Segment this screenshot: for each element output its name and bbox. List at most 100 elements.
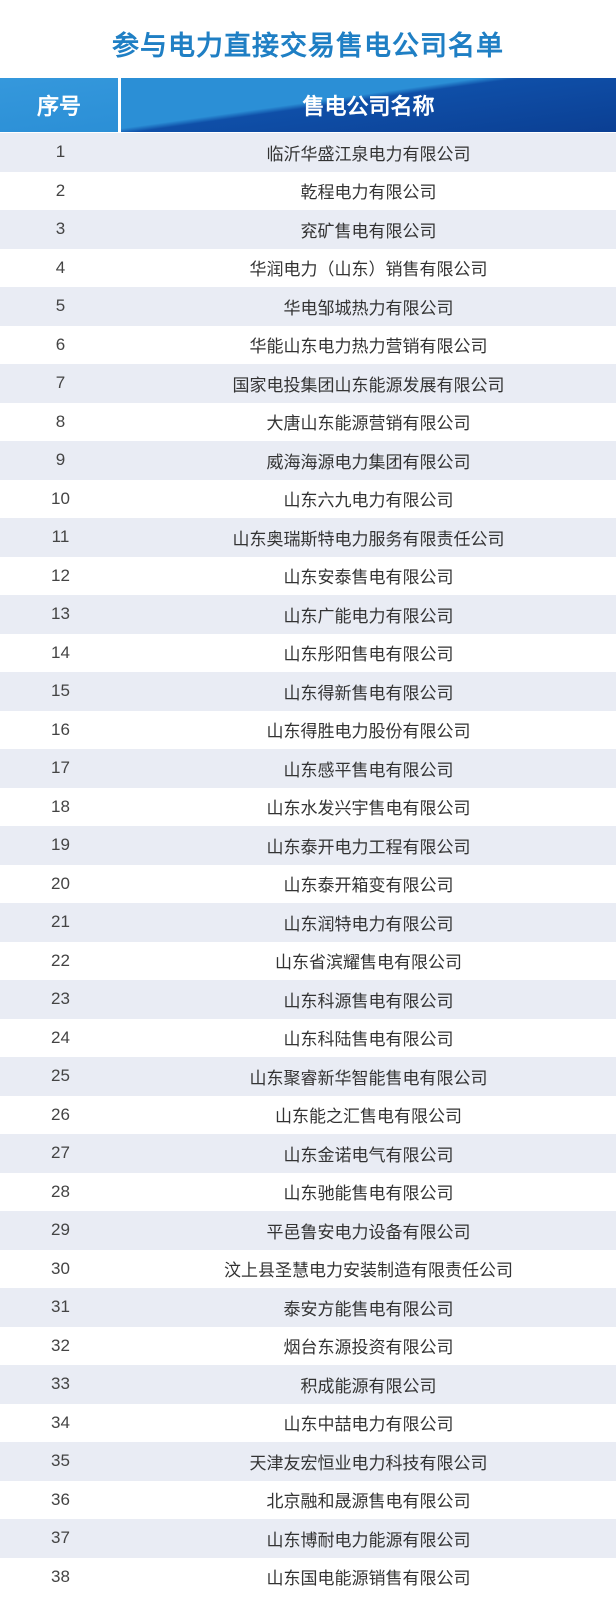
company-name: 汶上县圣慧电力安装制造有限责任公司 xyxy=(224,1261,513,1282)
row-index: 25 xyxy=(51,1066,70,1086)
row-index: 8 xyxy=(55,411,66,431)
row-index: 29 xyxy=(51,1220,70,1240)
row-index: 34 xyxy=(51,1412,70,1432)
company-name: 山东得胜电力股份有限公司 xyxy=(266,722,471,743)
company-name: 山东科源售电有限公司 xyxy=(283,991,454,1012)
company-name: 北京融和晟源售电有限公司 xyxy=(266,1492,471,1513)
table-row: 14 山东彤阳售电有限公司 xyxy=(0,634,616,673)
company-name: 山东省滨耀售电有限公司 xyxy=(275,953,462,974)
table-row: 31 泰安方能售电有限公司 xyxy=(0,1288,616,1327)
table-row: 6 华能山东电力热力营销有限公司 xyxy=(0,326,616,365)
row-index: 35 xyxy=(51,1451,70,1471)
table-body: 1 临沂华盛江泉电力有限公司 2 乾程电力有限公司 3 兖矿售电有限公司 4 华润电力（山东）… xyxy=(0,133,616,1596)
row-index: 30 xyxy=(51,1258,70,1278)
table-row: 38 山东国电能源销售有限公司 xyxy=(0,1558,616,1597)
company-name: 山东润特电力有限公司 xyxy=(283,914,454,935)
table-row: 10 山东六九电力有限公司 xyxy=(0,480,616,519)
company-name: 华电邹城热力有限公司 xyxy=(283,298,454,319)
company-name: 山东中喆电力有限公司 xyxy=(283,1415,454,1436)
table-row: 11 山东奥瑞斯特电力服务有限责任公司 xyxy=(0,518,616,557)
company-name: 山东博耐电力能源有限公司 xyxy=(266,1530,471,1551)
table-row: 22 山东省滨耀售电有限公司 xyxy=(0,942,616,981)
table-row: 37 山东博耐电力能源有限公司 xyxy=(0,1519,616,1558)
header-company-name: 售电公司名称 xyxy=(302,95,435,120)
table-row: 33 积成能源有限公司 xyxy=(0,1365,616,1404)
company-name: 山东金诺电气有限公司 xyxy=(283,1145,454,1166)
company-name: 平邑鲁安电力设备有限公司 xyxy=(266,1222,471,1243)
company-name: 华能山东电力热力营销有限公司 xyxy=(249,337,488,358)
company-name: 烟台东源投资有限公司 xyxy=(283,1338,454,1359)
company-name: 山东感平售电有限公司 xyxy=(283,760,454,781)
table-row: 4 华润电力（山东）销售有限公司 xyxy=(0,249,616,288)
table-row: 20 山东泰开箱变有限公司 xyxy=(0,865,616,904)
row-index: 37 xyxy=(51,1528,70,1548)
company-name: 乾程电力有限公司 xyxy=(300,183,437,204)
company-name: 山东泰开箱变有限公司 xyxy=(283,876,454,897)
table-row: 28 山东驰能售电有限公司 xyxy=(0,1173,616,1212)
company-name: 大唐山东能源营销有限公司 xyxy=(266,414,471,435)
row-index: 7 xyxy=(55,373,66,393)
table-row: 35 天津友宏恒业电力科技有限公司 xyxy=(0,1442,616,1481)
table-row: 9 威海海源电力集团有限公司 xyxy=(0,441,616,480)
row-index: 19 xyxy=(51,835,70,855)
row-index: 26 xyxy=(51,1104,70,1124)
page-title: 参与电力直接交易售电公司名单 xyxy=(112,31,504,62)
row-index: 27 xyxy=(51,1143,70,1163)
row-index: 10 xyxy=(51,488,70,508)
row-index: 4 xyxy=(55,257,66,277)
table-row: 3 兖矿售电有限公司 xyxy=(0,210,616,249)
row-index: 14 xyxy=(51,642,70,662)
table-row: 34 山东中喆电力有限公司 xyxy=(0,1404,616,1443)
table-row: 23 山东科源售电有限公司 xyxy=(0,980,616,1019)
company-name: 天津友宏恒业电力科技有限公司 xyxy=(249,1453,488,1474)
table-row: 30 汶上县圣慧电力安装制造有限责任公司 xyxy=(0,1250,616,1289)
table-row: 5 华电邹城热力有限公司 xyxy=(0,287,616,326)
table-row: 21 山东润特电力有限公司 xyxy=(0,903,616,942)
table-row: 15 山东得新售电有限公司 xyxy=(0,672,616,711)
row-index: 3 xyxy=(55,219,66,239)
company-name: 国家电投集团山东能源发展有限公司 xyxy=(232,375,505,396)
row-index: 12 xyxy=(51,565,70,585)
table-row: 17 山东感平售电有限公司 xyxy=(0,749,616,788)
table-row: 16 山东得胜电力股份有限公司 xyxy=(0,711,616,750)
company-name: 山东聚睿新华智能售电有限公司 xyxy=(249,1068,488,1089)
company-name: 泰安方能售电有限公司 xyxy=(283,1299,454,1320)
table-row: 29 平邑鲁安电力设备有限公司 xyxy=(0,1211,616,1250)
row-index: 36 xyxy=(51,1489,70,1509)
company-name: 威海海源电力集团有限公司 xyxy=(266,452,471,473)
company-name: 山东能之汇售电有限公司 xyxy=(275,1107,462,1128)
table-row: 8 大唐山东能源营销有限公司 xyxy=(0,403,616,442)
row-index: 1 xyxy=(55,142,66,162)
table-row: 36 北京融和晟源售电有限公司 xyxy=(0,1481,616,1520)
header-index: 序号 xyxy=(0,78,121,132)
company-name: 山东奥瑞斯特电力服务有限责任公司 xyxy=(232,529,505,550)
company-name: 山东彤阳售电有限公司 xyxy=(283,645,454,666)
company-name: 山东国电能源销售有限公司 xyxy=(266,1569,471,1590)
table-header: 序号 售电公司名称 xyxy=(0,78,616,132)
table-row: 32 烟台东源投资有限公司 xyxy=(0,1327,616,1366)
row-index: 9 xyxy=(55,450,66,470)
company-name: 山东科陆售电有限公司 xyxy=(283,1030,454,1051)
company-name: 山东得新售电有限公司 xyxy=(283,683,454,704)
table-row: 19 山东泰开电力工程有限公司 xyxy=(0,826,616,865)
row-index: 15 xyxy=(51,681,70,701)
row-index: 22 xyxy=(51,950,70,970)
company-name: 山东安泰售电有限公司 xyxy=(283,568,454,589)
row-index: 20 xyxy=(51,873,70,893)
table-row: 13 山东广能电力有限公司 xyxy=(0,595,616,634)
row-index: 38 xyxy=(51,1566,70,1586)
row-index: 18 xyxy=(51,796,70,816)
row-index: 31 xyxy=(51,1297,70,1317)
row-index: 2 xyxy=(55,180,66,200)
company-name: 山东水发兴宇售电有限公司 xyxy=(266,799,471,820)
company-name: 山东广能电力有限公司 xyxy=(283,606,454,627)
company-name: 华润电力（山东）销售有限公司 xyxy=(249,260,488,281)
row-index: 16 xyxy=(51,719,70,739)
company-name: 积成能源有限公司 xyxy=(300,1376,437,1397)
table-row: 12 山东安泰售电有限公司 xyxy=(0,557,616,596)
row-index: 21 xyxy=(51,912,70,932)
table-row: 1 临沂华盛江泉电力有限公司 xyxy=(0,133,616,172)
row-index: 28 xyxy=(51,1181,70,1201)
table-row: 26 山东能之汇售电有限公司 xyxy=(0,1096,616,1135)
row-index: 5 xyxy=(55,296,66,316)
